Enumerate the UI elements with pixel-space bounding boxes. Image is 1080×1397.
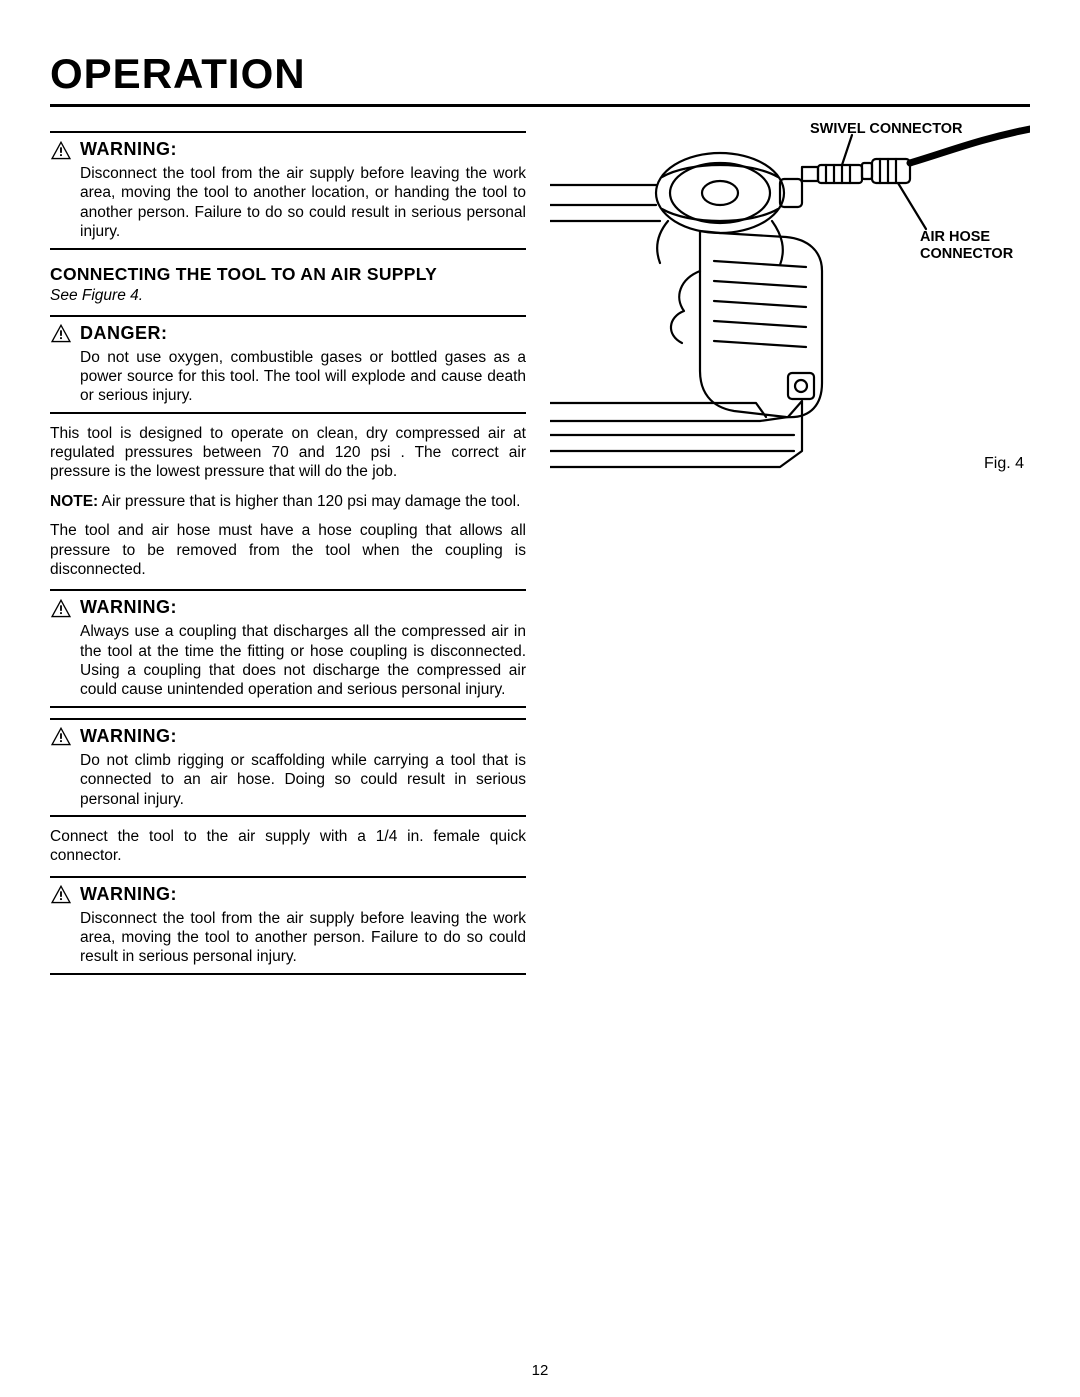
body-paragraph: Connect the tool to the air supply with … <box>50 827 526 866</box>
warning-title: WARNING: <box>80 597 177 618</box>
page-number: 12 <box>0 1362 1080 1379</box>
title-rule <box>50 104 1030 107</box>
warning-body: Disconnect the tool from the air supply … <box>80 164 526 242</box>
warning-icon <box>50 598 72 618</box>
warning-body: Always use a coupling that discharges al… <box>80 622 526 700</box>
tool-illustration <box>550 121 1030 481</box>
rule <box>50 706 526 708</box>
rule <box>50 412 526 414</box>
warning-icon <box>50 140 72 160</box>
figure-caption: Fig. 4 <box>984 455 1024 473</box>
danger-block: DANGER: <box>50 323 526 344</box>
warning-icon <box>50 884 72 904</box>
danger-body: Do not use oxygen, combustible gases or … <box>80 348 526 406</box>
rule <box>50 973 526 975</box>
body-paragraph: This tool is designed to operate on clea… <box>50 424 526 482</box>
rule <box>50 315 526 317</box>
warning-block: WARNING: <box>50 726 526 747</box>
right-column: SWIVEL CONNECTOR AIR HOSE CONNECTOR Fig.… <box>550 121 1030 491</box>
left-column: WARNING: Disconnect the tool from the ai… <box>50 121 526 985</box>
rule <box>50 718 526 720</box>
rule <box>50 876 526 878</box>
rule <box>50 589 526 591</box>
rule <box>50 131 526 133</box>
warning-body: Do not climb rigging or scaffolding whil… <box>80 751 526 809</box>
two-column-layout: WARNING: Disconnect the tool from the ai… <box>50 121 1030 985</box>
note-paragraph: NOTE: Air pressure that is higher than 1… <box>50 492 526 511</box>
page-title: OPERATION <box>50 50 1030 98</box>
warning-title: WARNING: <box>80 139 177 160</box>
figure-box: SWIVEL CONNECTOR AIR HOSE CONNECTOR Fig.… <box>550 121 1030 491</box>
rule <box>50 248 526 250</box>
note-body: Air pressure that is higher than 120 psi… <box>98 493 520 510</box>
figure-label-swivel: SWIVEL CONNECTOR <box>810 121 963 138</box>
warning-block: WARNING: <box>50 884 526 905</box>
warning-block: WARNING: <box>50 139 526 160</box>
warning-title: WARNING: <box>80 884 177 905</box>
see-figure: See Figure 4. <box>50 287 526 305</box>
warning-icon <box>50 323 72 343</box>
warning-block: WARNING: <box>50 597 526 618</box>
figure-label-airhose: AIR HOSE CONNECTOR <box>920 229 1030 262</box>
body-paragraph: The tool and air hose must have a hose c… <box>50 521 526 579</box>
warning-title: WARNING: <box>80 726 177 747</box>
warning-body: Disconnect the tool from the air supply … <box>80 909 526 967</box>
warning-icon <box>50 726 72 746</box>
rule <box>50 815 526 817</box>
manual-page: OPERATION WARNING: Disconnect the tool f… <box>0 0 1080 1397</box>
section-heading: CONNECTING THE TOOL TO AN AIR SUPPLY <box>50 264 526 285</box>
danger-title: DANGER: <box>80 323 168 344</box>
note-label: NOTE: <box>50 493 98 510</box>
